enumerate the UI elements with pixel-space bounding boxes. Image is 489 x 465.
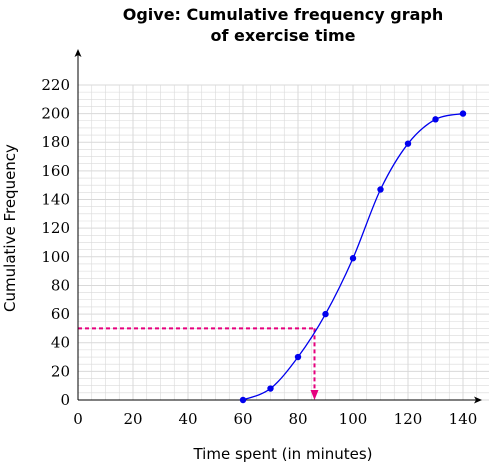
- x-tick-label: 120: [394, 410, 423, 428]
- data-point: [239, 396, 247, 404]
- chart-title-line-2: of exercise time: [210, 26, 355, 45]
- y-tick-label: 0: [60, 391, 70, 409]
- x-tick-label: 140: [449, 410, 478, 428]
- y-tick-label: 80: [51, 276, 70, 294]
- data-point: [349, 255, 357, 262]
- grid: [77, 84, 489, 401]
- y-tick-label: 200: [41, 105, 70, 123]
- y-tick-label: 220: [41, 76, 70, 94]
- y-tick-label: 120: [41, 219, 70, 237]
- median-guide-arrow: [310, 390, 319, 400]
- data-point: [459, 110, 467, 117]
- y-tick-label: 20: [51, 362, 70, 380]
- y-tick-label: 180: [41, 133, 70, 151]
- data-point: [432, 116, 439, 123]
- y-tick-label: 40: [51, 334, 70, 352]
- data-point: [267, 385, 274, 392]
- tick-labels: 0 20 40 60 80 100 120 140 0 20 40 60 80 100 120 140 160 1…: [41, 76, 477, 428]
- data-point: [322, 310, 329, 318]
- data-point: [294, 353, 302, 361]
- y-tick-label: 60: [51, 305, 70, 323]
- x-axis-arrow: [474, 396, 482, 404]
- axes: [74, 49, 482, 404]
- x-tick-label: 60: [233, 410, 252, 428]
- chart-title-line-1: Ogive: Cumulative frequency graph: [123, 5, 444, 24]
- y-tick-label: 100: [41, 248, 70, 266]
- y-tick-label: 160: [41, 162, 70, 180]
- x-tick-label: 40: [178, 410, 197, 428]
- x-tick-label: 100: [339, 410, 368, 428]
- data-point: [377, 186, 384, 193]
- data-point: [404, 140, 412, 147]
- y-axis-arrow: [74, 49, 82, 57]
- series: [239, 110, 467, 404]
- median-guides: [78, 327, 319, 400]
- x-axis-label: Time spent (in minutes): [192, 445, 372, 463]
- x-tick-label: 20: [123, 410, 142, 428]
- x-tick-label: 80: [288, 410, 307, 428]
- y-tick-label: 140: [41, 191, 70, 209]
- x-tick-label: 0: [73, 410, 83, 428]
- y-axis-label: Cumulative Frequency: [1, 144, 19, 312]
